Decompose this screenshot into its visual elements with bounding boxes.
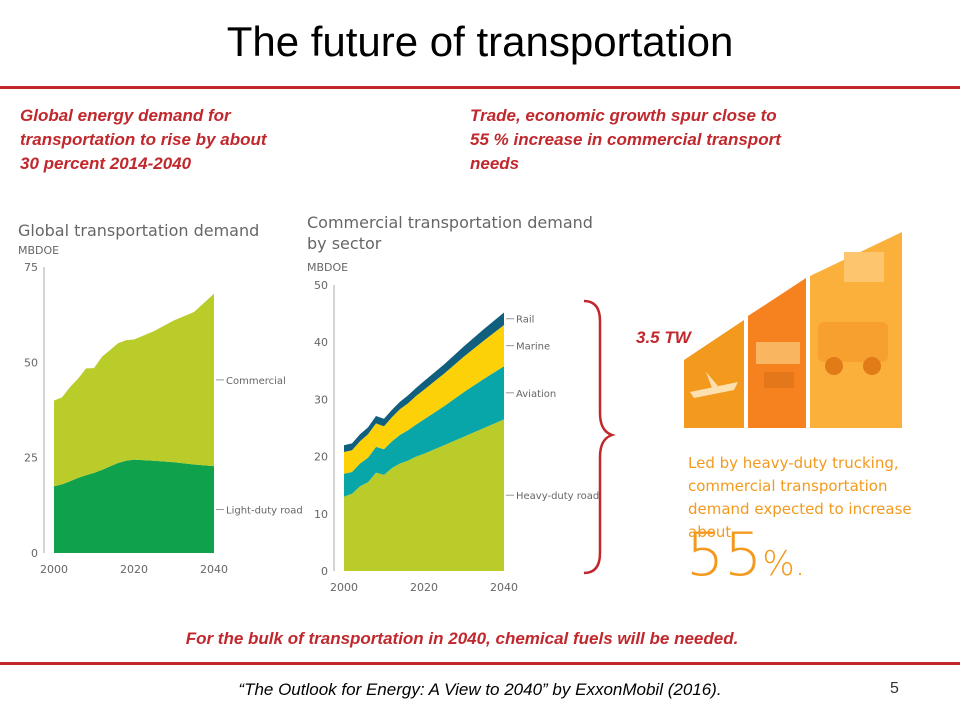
series-label: Light-duty road xyxy=(226,506,303,517)
y-tick-label: 10 xyxy=(314,508,328,521)
series-label: Aviation xyxy=(516,389,556,400)
area-rail xyxy=(344,312,504,452)
top-rule xyxy=(0,86,960,89)
x-tick-label: 2020 xyxy=(120,563,148,576)
area-heavy-duty-road xyxy=(344,419,504,571)
y-tick-label: 20 xyxy=(314,451,328,464)
area-marine xyxy=(344,325,504,474)
area-aviation xyxy=(344,366,504,497)
infographic-55: 55%. xyxy=(686,520,805,590)
citation: “The Outlook for Energy: A View to 2040”… xyxy=(238,680,722,699)
brace-label: 3.5 TW xyxy=(636,328,691,347)
big-number: 55 xyxy=(686,520,763,590)
big-percent: %. xyxy=(762,544,806,584)
y-tick-label: 50 xyxy=(24,356,38,369)
vehicles-illustration xyxy=(684,232,902,428)
infographic-text: Led by heavy-duty trucking, commercial t… xyxy=(688,454,912,541)
series-label: Commercial xyxy=(226,376,286,387)
y-tick-label: 30 xyxy=(314,393,328,406)
x-tick-label: 2040 xyxy=(200,563,228,576)
y-tick-label: 0 xyxy=(321,565,328,578)
area-commercial xyxy=(54,293,214,487)
chart2-ylabel: MBDOE xyxy=(307,261,349,274)
y-tick-label: 40 xyxy=(314,336,328,349)
slide-title: The future of transportation xyxy=(226,18,734,65)
series-label: Rail xyxy=(516,315,534,326)
left-note: Global energy demand for transportation … xyxy=(20,106,267,173)
brace-shape xyxy=(583,299,616,575)
x-tick-label: 2000 xyxy=(330,581,358,594)
chart2-title: Commercial transportation demand by sect… xyxy=(307,213,593,253)
page-number: 5 xyxy=(890,680,899,697)
x-tick-label: 2040 xyxy=(490,581,518,594)
area-light-duty-road xyxy=(54,459,214,553)
y-tick-label: 50 xyxy=(314,279,328,292)
right-note: Trade, economic growth spur close to 55 … xyxy=(470,106,781,173)
bottom-note: For the bulk of transportation in 2040, … xyxy=(185,629,739,648)
y-tick-label: 25 xyxy=(24,452,38,465)
y-tick-label: 75 xyxy=(24,261,38,274)
x-tick-label: 2000 xyxy=(40,563,68,576)
series-label: Marine xyxy=(516,342,550,353)
x-tick-label: 2020 xyxy=(410,581,438,594)
y-tick-label: 0 xyxy=(31,547,38,560)
bottom-rule xyxy=(0,662,960,665)
chart-global-transportation: 0 25 50 75 2000 2020 2040 Light-duty road Commer… xyxy=(24,261,303,576)
chart1-title: Global transportation demand xyxy=(18,221,260,240)
series-label: Heavy-duty road xyxy=(516,491,599,502)
chart1-ylabel: MBDOE xyxy=(18,244,60,257)
chart-commercial-by-sector: 0 10 20 30 40 50 2000 2020 2040 Heavy-duty road Av… xyxy=(314,279,599,594)
